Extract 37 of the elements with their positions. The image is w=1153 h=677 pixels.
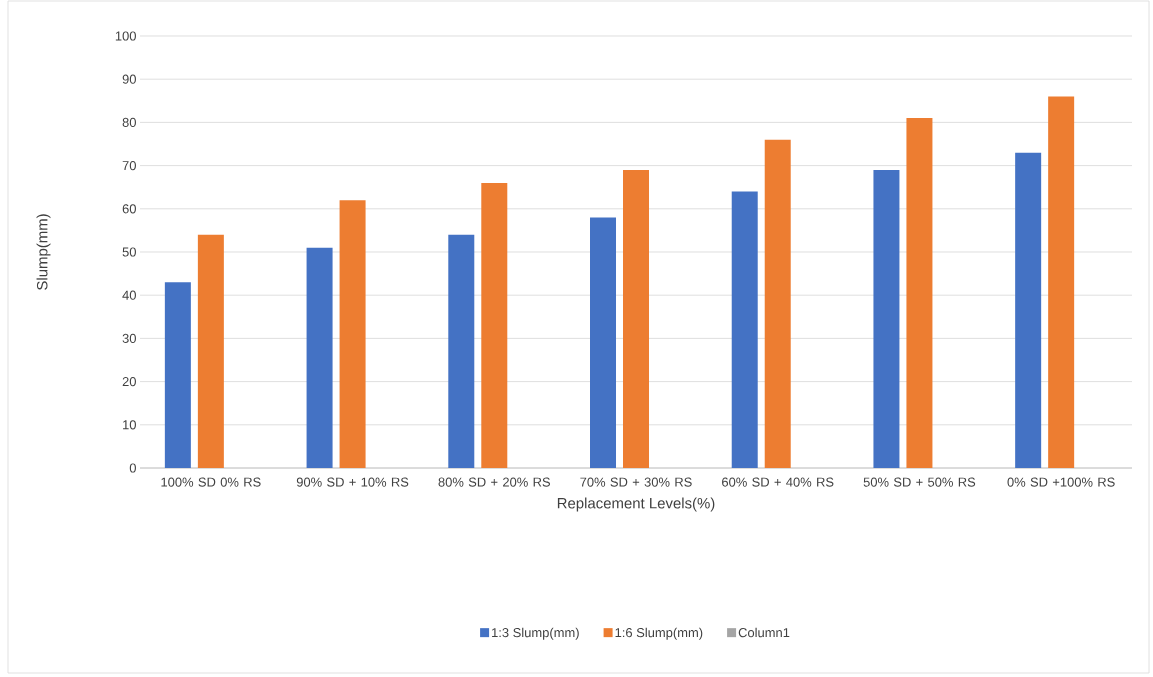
bar bbox=[339, 200, 366, 468]
bar bbox=[197, 234, 224, 468]
bar bbox=[764, 139, 791, 468]
bar bbox=[306, 247, 333, 468]
bar bbox=[164, 282, 191, 468]
bar bbox=[448, 234, 475, 468]
y-tick-label: 80 bbox=[122, 117, 136, 127]
x-tick-label: 90% SD + 10% RS bbox=[296, 477, 409, 487]
y-tick-label: 100 bbox=[115, 31, 136, 41]
bar bbox=[623, 169, 649, 468]
x-tick-label: 60% SD + 40% RS bbox=[722, 477, 834, 487]
y-axis-title: Slump(mm) bbox=[36, 214, 51, 290]
y-tick-label: 0 bbox=[129, 463, 136, 473]
x-axis-title: Replacement Levels(%) bbox=[557, 497, 715, 512]
bar bbox=[873, 169, 900, 468]
x-tick-label: 0% SD +100% RS bbox=[1007, 477, 1115, 487]
legend-label: 1:6 Slump(mm) bbox=[615, 627, 703, 640]
y-tick-label: 90 bbox=[122, 74, 136, 84]
bar bbox=[906, 118, 933, 468]
x-tick-label: 100% SD 0% RS bbox=[161, 477, 261, 487]
y-tick-label: 10 bbox=[123, 420, 136, 430]
bar bbox=[1015, 152, 1042, 468]
x-tick-label: 80% SD + 20% RS bbox=[438, 477, 551, 487]
bar bbox=[1048, 96, 1075, 468]
y-tick-label: 50 bbox=[122, 247, 136, 257]
y-tick-label: 40 bbox=[122, 290, 136, 300]
legend-label: 1:3 Slump(mm) bbox=[492, 627, 579, 640]
bar bbox=[731, 191, 758, 468]
y-tick-label: 20 bbox=[122, 377, 136, 387]
legend-label: Column1 bbox=[738, 627, 790, 638]
y-tick-label: 60 bbox=[122, 204, 136, 214]
x-tick-label: 50% SD + 50% RS bbox=[863, 477, 976, 487]
y-tick-label: 30 bbox=[122, 333, 136, 343]
bar bbox=[590, 217, 616, 468]
x-tick-label: 70% SD + 30% RS bbox=[580, 477, 692, 487]
y-tick-label: 70 bbox=[122, 161, 136, 171]
bar bbox=[481, 182, 508, 468]
